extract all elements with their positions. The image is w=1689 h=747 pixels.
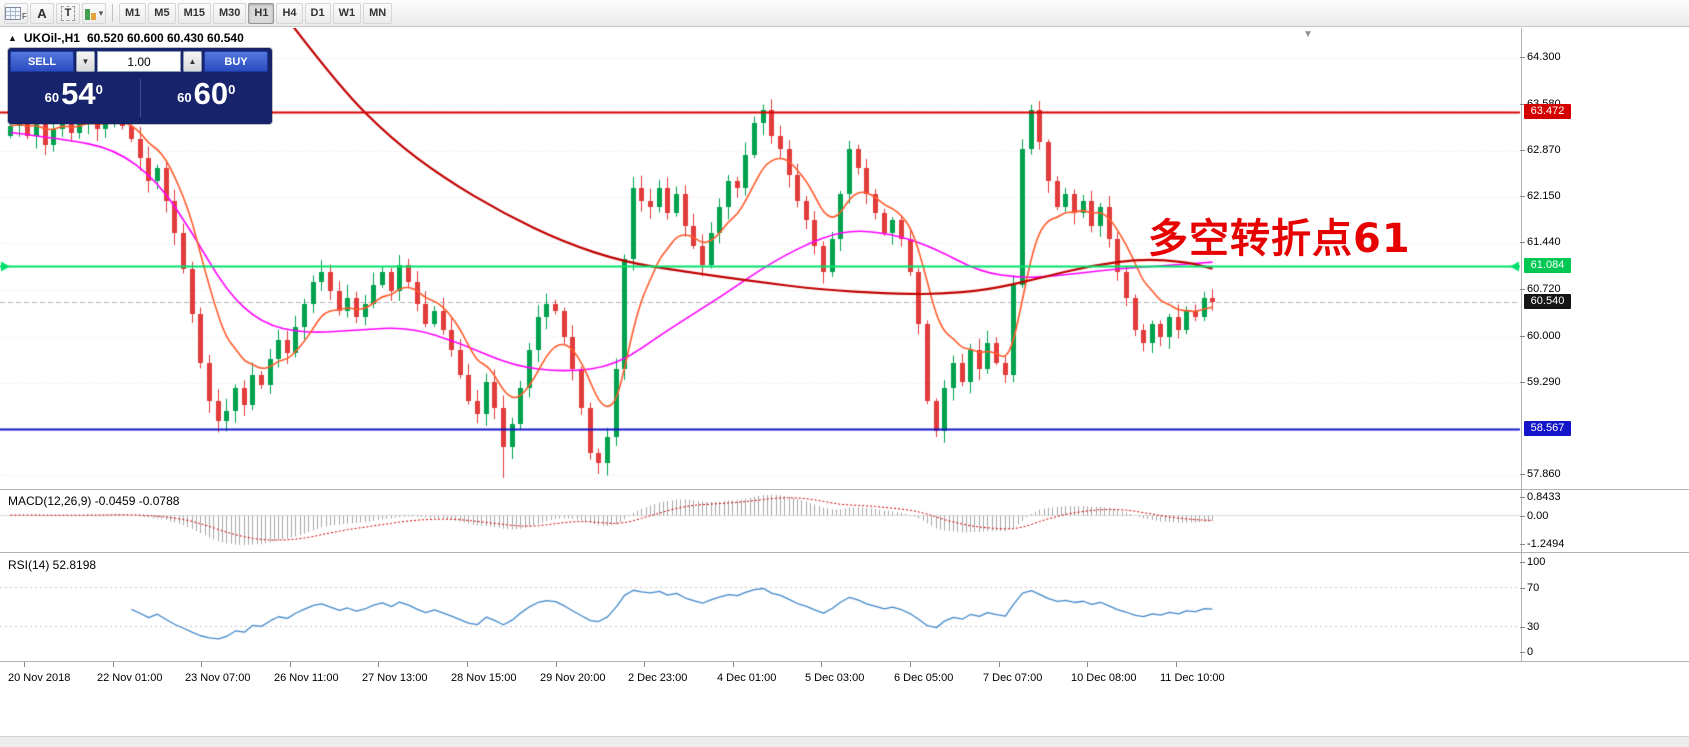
timeframe-m1[interactable]: M1: [119, 2, 147, 24]
timeframe-w1[interactable]: W1: [332, 2, 362, 24]
chart-annotation-text: 多空转折点61: [1148, 216, 1411, 262]
toolbar: F A T ▾ M1 M5 M15 M30 H1 H4 D1 W1 MN: [0, 0, 1689, 27]
timeframe-h1[interactable]: H1: [248, 2, 275, 24]
text-tool-icon: A: [37, 5, 47, 21]
timeframe-m5[interactable]: M5: [148, 2, 176, 24]
time-axis-label: 28 Nov 15:00: [451, 662, 517, 684]
objects-icon: [84, 7, 97, 20]
price-axis-label: 60.720: [1520, 283, 1561, 295]
sell-price-pipette: 0: [95, 82, 103, 97]
price-badge-63.472: 63.472: [1524, 104, 1571, 119]
buy-price-big: 60: [193, 76, 229, 111]
sell-button[interactable]: SELL: [10, 51, 74, 72]
panel-divider[interactable]: [0, 661, 1689, 662]
macd-axis-label: 0.8433: [1520, 491, 1561, 503]
time-axis[interactable]: 20 Nov 2018 22 Nov 01:00 23 Nov 07:00 26 No…: [0, 662, 1689, 695]
panel-divider[interactable]: [0, 552, 1689, 553]
time-axis-label: 20 Nov 2018: [8, 662, 71, 684]
chevron-up-icon: ▲: [188, 57, 197, 66]
rsi-axis-label: 0: [1519, 646, 1534, 658]
one-click-prices-row: 60 54 0 60 60 0: [8, 73, 272, 122]
rsi-axis-label: 100: [1519, 556, 1546, 568]
rsi-axis-label: 30: [1519, 621, 1540, 633]
time-axis-label: 23 Nov 07:00: [185, 662, 251, 684]
buy-button[interactable]: BUY: [204, 51, 268, 72]
tick-chart-button[interactable]: F: [4, 2, 28, 24]
timeframe-h4[interactable]: H4: [276, 2, 303, 24]
price-badge-61.084: 61.084: [1524, 258, 1571, 273]
panel-divider[interactable]: [0, 489, 1689, 490]
volume-decrease-button[interactable]: ▼: [76, 51, 95, 72]
price-axis-border: [1521, 28, 1522, 662]
time-axis-label: 6 Dec 05:00: [894, 662, 954, 684]
price-divider: [139, 78, 141, 117]
buy-price-pipette: 0: [228, 82, 236, 97]
macd-axis-label: 0.00: [1519, 510, 1549, 522]
price-axis-label: 57.860: [1520, 468, 1561, 480]
tick-grid-icon: [5, 6, 22, 20]
sell-price-prefix: 60: [44, 90, 60, 105]
macd-indicator-label: MACD(12,26,9) -0.0459 -0.0788: [8, 494, 180, 508]
macd-axis-label: -1.2494: [1519, 538, 1565, 550]
price-axis[interactable]: 64.30063.58062.87062.15061.44060.72060.0…: [1519, 0, 1689, 747]
time-axis-label: 7 Dec 07:00: [983, 662, 1043, 684]
chart-shift-marker-icon[interactable]: ▼: [1303, 29, 1313, 40]
text-tool-button[interactable]: A: [30, 2, 54, 24]
price-axis-label: 62.150: [1520, 190, 1561, 202]
price-axis-label: 59.290: [1520, 376, 1561, 388]
sell-price-big: 54: [61, 76, 96, 111]
price-badge-60.540: 60.540: [1524, 294, 1571, 309]
timeframe-d1[interactable]: D1: [304, 2, 331, 24]
tick-grid-icon-label: F: [22, 11, 27, 21]
macd-canvas[interactable]: [0, 490, 1521, 552]
time-axis-label: 11 Dec 10:00: [1160, 662, 1225, 684]
symbol-label: UKOil-,H1: [23, 31, 80, 45]
chevron-down-icon: ▼: [81, 57, 90, 66]
one-click-controls-row: SELL ▼ ▲ BUY: [8, 48, 272, 73]
timeframe-m15[interactable]: M15: [177, 2, 211, 24]
buy-price-display[interactable]: 60 60 0: [141, 76, 273, 115]
toolbar-separator: [112, 4, 113, 22]
rsi-indicator-label: RSI(14) 52.8198: [8, 558, 97, 572]
volume-input[interactable]: [97, 51, 181, 72]
price-axis-label: 64.300: [1520, 51, 1561, 63]
time-axis-label: 4 Dec 01:00: [717, 662, 777, 684]
timeframe-mn[interactable]: MN: [363, 2, 393, 24]
sell-price-display[interactable]: 60 54 0: [8, 76, 140, 115]
rsi-axis-label: 70: [1519, 582, 1540, 594]
price-axis-label: 62.870: [1520, 144, 1561, 156]
time-axis-label: 27 Nov 13:00: [362, 662, 428, 684]
ohlc-values: 60.520 60.600 60.430 60.540: [86, 31, 244, 45]
time-axis-label: 29 Nov 20:00: [540, 662, 606, 684]
time-axis-label: 26 Nov 11:00: [274, 662, 339, 684]
time-axis-label: 2 Dec 23:00: [628, 662, 688, 684]
timeframe-m30[interactable]: M30: [212, 2, 247, 24]
chart-title: ▲ UKOil-,H1 60.520 60.600 60.430 60.540: [8, 31, 244, 45]
price-badge-58.567: 58.567: [1524, 421, 1571, 436]
price-axis-label: 61.440: [1520, 236, 1561, 248]
buy-price-prefix: 60: [177, 90, 192, 105]
time-axis-label: 22 Nov 01:00: [97, 662, 163, 684]
label-tool-icon: T: [60, 5, 76, 21]
window-resize-strip: [0, 736, 1689, 747]
volume-increase-button[interactable]: ▲: [183, 51, 202, 72]
chevron-down-icon: ▾: [98, 7, 104, 18]
rsi-canvas[interactable]: [0, 553, 1521, 661]
objects-dropdown-button[interactable]: ▾: [82, 2, 106, 24]
one-click-collapse-arrow[interactable]: ▲: [8, 33, 17, 43]
price-axis-label: 60.000: [1520, 330, 1561, 342]
label-tool-button[interactable]: T: [56, 2, 80, 24]
timeframe-group: M1 M5 M15 M30 H1 H4 D1 W1 MN: [118, 2, 393, 24]
time-axis-label: 5 Dec 03:00: [805, 662, 865, 684]
time-axis-label: 10 Dec 08:00: [1071, 662, 1137, 684]
